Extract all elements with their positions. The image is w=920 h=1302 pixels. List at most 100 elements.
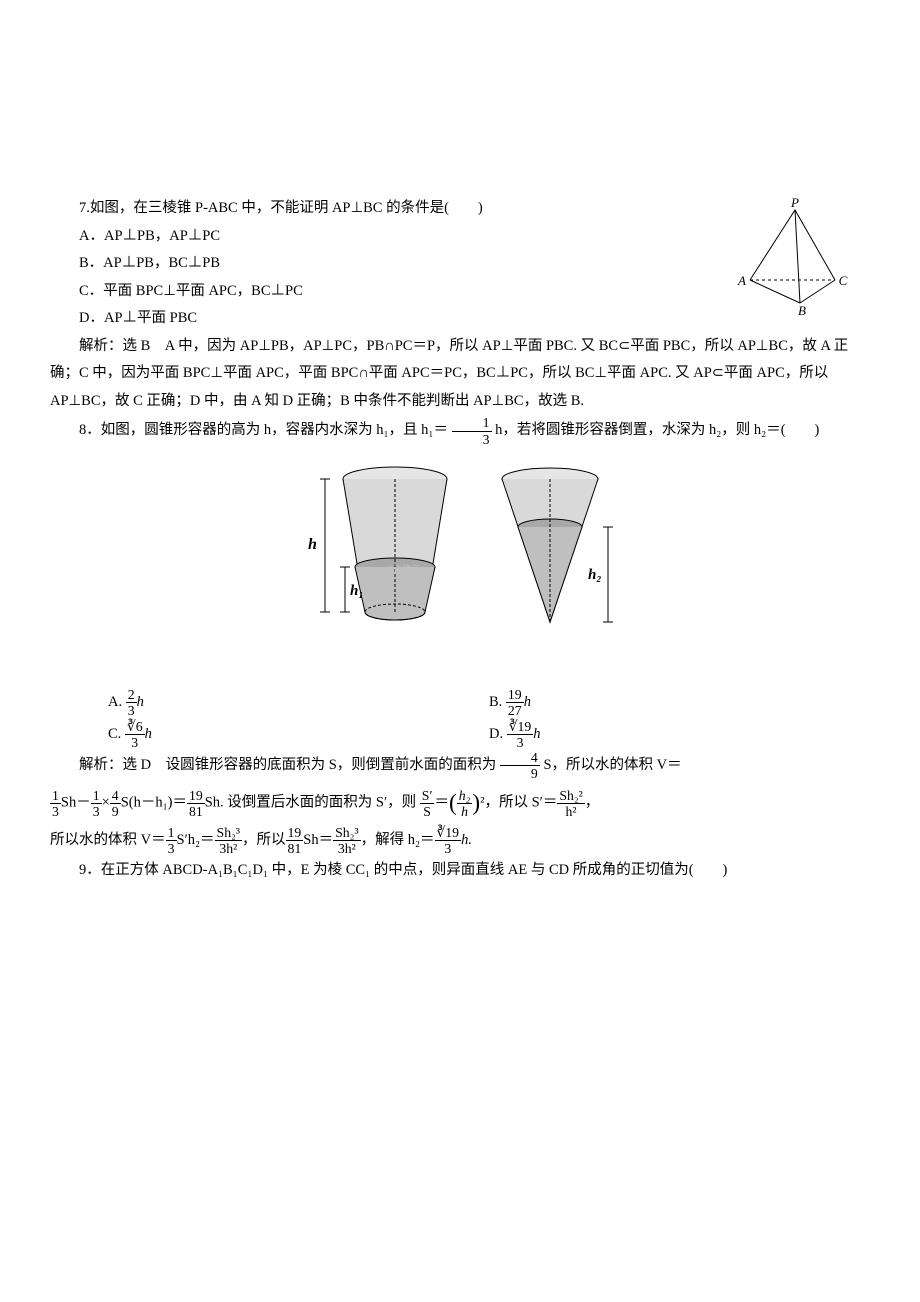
n: 2 [126, 687, 137, 703]
d: S [420, 804, 435, 819]
n: 1 [50, 788, 61, 804]
q8-stem-a: 8．如图，圆锥形容器的高为 h，容器内水深为 h₁，且 h₁＝ [79, 422, 448, 438]
q8-sol-p1: 解析：选 D 设圆锥形容器的底面积为 S，则倒置前水面的面积为 49 S，所以水… [50, 750, 870, 781]
opt-A-frac: 23 [126, 687, 137, 718]
label-P: P [790, 195, 799, 210]
opt-B-pre: B. [489, 694, 502, 710]
q7-solution: 解析：选 B A 中，因为 AP⊥PB，AP⊥PC，PB∩PC＝P，所以 AP⊥… [50, 333, 870, 416]
f: 13 [166, 825, 177, 856]
label-h2: h₂ [588, 567, 602, 583]
f: 1981 [286, 825, 304, 856]
opt-D-frac: ∛193 [507, 719, 534, 750]
page-content: P A B C 7.如图，在三棱锥 P-ABC 中，不能证明 AP⊥BC 的条件… [0, 0, 920, 934]
d: 81 [286, 841, 304, 856]
opt-C-frac: ∛63 [125, 719, 145, 750]
f: 13 [50, 788, 61, 819]
q8-option-A: A. 23h [108, 687, 489, 718]
q8-options-row2: C. ∛63h D. ∛193h [108, 719, 870, 750]
f: 49 [110, 788, 121, 819]
d: 3h² [333, 841, 360, 856]
d: 81 [187, 804, 205, 819]
tetrahedron-svg: P A B C [720, 195, 870, 315]
watermark-text: @正确云 [385, 563, 420, 574]
d: 3 [166, 841, 177, 856]
t: ²，所以 S′＝ [480, 795, 557, 811]
d: 3 [50, 804, 61, 819]
s: h [524, 694, 531, 710]
opt-D-pre: D. [489, 726, 503, 742]
cones-svg: h h₁ @正确云 h₂ [290, 457, 630, 637]
s: h [145, 726, 152, 742]
f: Sh₂²h² [557, 788, 584, 819]
q8-diagram: h h₁ @正确云 h₂ [50, 457, 870, 648]
n: ∛19 [507, 719, 534, 735]
q7-diagram: P A B C [720, 195, 870, 326]
f: h₂h [457, 788, 473, 819]
s: h [137, 694, 144, 710]
t: S，所以水的体积 V＝ [543, 757, 681, 773]
d: 9 [500, 766, 540, 781]
f: ∛193 [435, 825, 462, 856]
t: ，解得 h₂＝ [361, 832, 435, 848]
n: ∛19 [435, 825, 462, 841]
frac-den: 3 [452, 432, 492, 447]
q8-stem: 8．如图，圆锥形容器的高为 h，容器内水深为 h₁，且 h₁＝ 13 h，若将圆… [50, 415, 870, 446]
d: 3 [435, 841, 462, 856]
n: 19 [187, 788, 205, 804]
d: 3 [91, 804, 102, 819]
opt-B-frac: 1927 [506, 687, 524, 718]
q8-option-C: C. ∛63h [108, 719, 489, 750]
q8-option-B: B. 1927h [489, 687, 870, 718]
n: Sh₂³ [333, 825, 360, 841]
t: × [102, 795, 110, 811]
d: 3 [125, 735, 145, 750]
q7-sol-prefix: 解析：选 B A 中，因为 [79, 338, 240, 354]
t: S′h₂＝ [177, 832, 215, 848]
t: h. [461, 832, 472, 848]
opt-C-pre: C. [108, 726, 121, 742]
q9-stem: 9．在正方体 ABCD-A₁B₁C₁D₁ 中，E 为棱 CC₁ 的中点，则异面直… [50, 857, 870, 885]
opt-A-pre: A. [108, 694, 122, 710]
label-B: B [798, 303, 806, 315]
t: Sh＝ [303, 832, 333, 848]
label-C: C [839, 273, 848, 288]
q7-stem-text: 7.如图，在三棱锥 P-ABC 中，不能证明 AP⊥BC 的条件是( ) [79, 200, 483, 216]
t: S(h－h₁)＝ [121, 795, 187, 811]
t: ＝ [434, 795, 449, 811]
n: ∛6 [125, 719, 145, 735]
q8-option-D: D. ∛193h [489, 719, 870, 750]
n: Sh₂² [557, 788, 584, 804]
label-A: A [737, 273, 746, 288]
t: 解析：选 D 设圆锥形容器的底面积为 S，则倒置前水面的面积为 [79, 757, 496, 773]
f: S′S [420, 788, 435, 819]
frac-1-3: 13 [452, 415, 492, 446]
d: h [457, 804, 473, 819]
q8-sol-p3: 所以水的体积 V＝13S′h₂＝Sh₂³3h²，所以1981Sh＝Sh₂³3h²… [50, 825, 870, 856]
n: 4 [110, 788, 121, 804]
n: S′ [420, 788, 435, 804]
d: 3h² [215, 841, 242, 856]
t: 所以水的体积 V＝ [50, 832, 166, 848]
f: 49 [500, 750, 540, 781]
n: 4 [500, 750, 540, 766]
t: Sh－ [61, 795, 91, 811]
d: 27 [506, 703, 524, 718]
frac-num: 1 [452, 415, 492, 431]
s: h [533, 726, 540, 742]
n: 19 [286, 825, 304, 841]
d: h² [557, 804, 584, 819]
f: 1981 [187, 788, 205, 819]
t: ， [585, 795, 600, 811]
d: 9 [110, 804, 121, 819]
n: 19 [506, 687, 524, 703]
n: 1 [166, 825, 177, 841]
n: h₂ [457, 788, 473, 804]
label-h1: h₁ [350, 583, 364, 599]
f: 13 [91, 788, 102, 819]
d: 3 [507, 735, 534, 750]
q8-stem-b: h，若将圆锥形容器倒置，水深为 h₂，则 h₂＝( ) [495, 422, 819, 438]
f: Sh₂³3h² [215, 825, 242, 856]
n: 1 [91, 788, 102, 804]
label-h: h [308, 536, 317, 553]
d: 3 [126, 703, 137, 718]
